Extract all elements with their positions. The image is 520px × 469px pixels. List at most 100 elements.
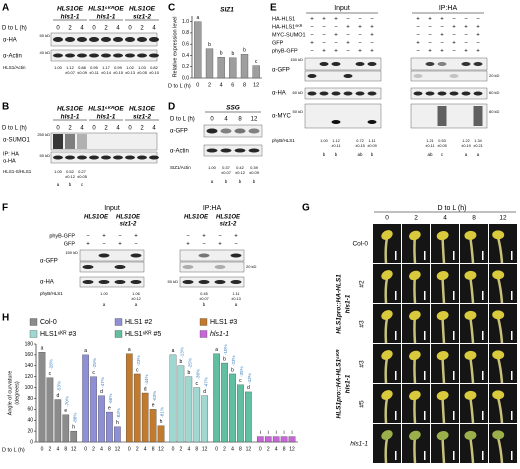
- y-tick-label: 0: [30, 439, 33, 445]
- scale-bar: [424, 291, 426, 300]
- panel-label: E: [270, 3, 277, 14]
- blot: [79, 276, 145, 288]
- label: hls1-1: [345, 374, 352, 393]
- x-tick-label: 0: [172, 446, 175, 452]
- label: −: [440, 41, 444, 47]
- photo: [431, 384, 459, 423]
- label: +: [416, 17, 420, 23]
- photo: [489, 304, 517, 343]
- y-tick-label: 140: [25, 363, 34, 369]
- bar: [169, 354, 177, 443]
- label: α-Actin: [170, 149, 189, 155]
- cotyledon: [409, 270, 421, 281]
- legend-swatch: [114, 330, 123, 338]
- label: ab: [427, 152, 433, 157]
- band: [113, 155, 123, 160]
- cotyledon: [409, 390, 421, 401]
- seedling-stem: [496, 397, 504, 424]
- scale-bar: [395, 371, 397, 380]
- band: [77, 37, 87, 42]
- label: ±0.10: [149, 70, 160, 75]
- x-tick-label: 4: [187, 446, 190, 452]
- label: 0.39: [250, 165, 259, 170]
- band: [101, 155, 111, 160]
- label: MYC-SUMO1: [272, 32, 306, 38]
- label: ±0.21: [473, 144, 482, 148]
- photo: [489, 384, 517, 423]
- photo: [460, 384, 488, 423]
- label: ±0.12: [235, 170, 246, 175]
- band: [437, 62, 447, 66]
- band: [101, 53, 111, 58]
- band: [53, 155, 63, 160]
- x-tick-label: 12: [246, 446, 252, 452]
- band: [89, 53, 99, 58]
- photo: [402, 304, 430, 343]
- label: ±0.19: [461, 144, 470, 148]
- photo: [431, 304, 459, 343]
- legend-label: HLS1 #3: [210, 319, 237, 326]
- data-label: a: [84, 348, 87, 354]
- cotyledon: [464, 390, 477, 400]
- data-label: c: [49, 371, 52, 377]
- label: 1.06: [132, 292, 139, 296]
- band: [307, 91, 317, 96]
- scale-bar: [511, 251, 513, 260]
- cotyledon: [492, 310, 505, 320]
- label: phyB/HLS1: [40, 291, 63, 296]
- label: HLS1OE: [184, 215, 209, 221]
- label: −: [334, 41, 338, 47]
- label: +: [358, 25, 362, 31]
- label: α-GFP: [272, 68, 290, 74]
- label: hls1-1: [97, 114, 116, 121]
- bar: [221, 362, 228, 443]
- band: [331, 120, 341, 124]
- blot: [79, 249, 145, 262]
- bar: [98, 395, 105, 443]
- x-axis-title: D to L (h): [2, 447, 25, 453]
- label: −: [358, 33, 362, 39]
- bar: [256, 436, 264, 443]
- band: [113, 37, 123, 42]
- panel-label: G: [302, 203, 310, 214]
- panel-label: F: [2, 203, 8, 214]
- label: +: [476, 33, 480, 39]
- seedling-stem: [384, 397, 389, 424]
- cotyledon: [409, 310, 421, 321]
- band: [101, 37, 111, 42]
- legend-swatch: [29, 330, 38, 338]
- label: −: [370, 17, 374, 23]
- bar: [237, 384, 244, 443]
- bar: [240, 54, 249, 79]
- smear: [473, 106, 483, 126]
- label: 4: [443, 215, 447, 222]
- label: HLS1OE: [84, 215, 109, 221]
- label: HA-HLS1: [272, 16, 295, 22]
- label: +: [118, 242, 122, 248]
- change-label: -44%: [144, 374, 149, 385]
- label: −: [346, 49, 350, 55]
- cotyledon: [381, 390, 393, 400]
- seedling-stem: [496, 317, 504, 344]
- label: 0: [56, 26, 60, 32]
- data-label: h: [72, 424, 75, 430]
- band: [413, 74, 423, 78]
- x-tick-label: 2: [92, 446, 95, 452]
- bar: [141, 392, 149, 443]
- label: GFP: [64, 241, 76, 247]
- x-tick-label: 4: [231, 446, 234, 452]
- x-tick-label: 8: [195, 446, 198, 452]
- band: [206, 148, 218, 153]
- x-tick-label: 2: [180, 446, 183, 452]
- band: [149, 155, 159, 160]
- label: D to L (h): [2, 26, 27, 32]
- blot: [304, 70, 382, 82]
- label: −: [102, 242, 106, 248]
- band: [65, 37, 75, 42]
- bar: [229, 57, 237, 79]
- label: +: [134, 234, 138, 240]
- x-tick-label: 2: [136, 446, 139, 452]
- cotyledon: [492, 430, 505, 440]
- cotyledon: [436, 310, 449, 321]
- label: #3: [359, 320, 366, 328]
